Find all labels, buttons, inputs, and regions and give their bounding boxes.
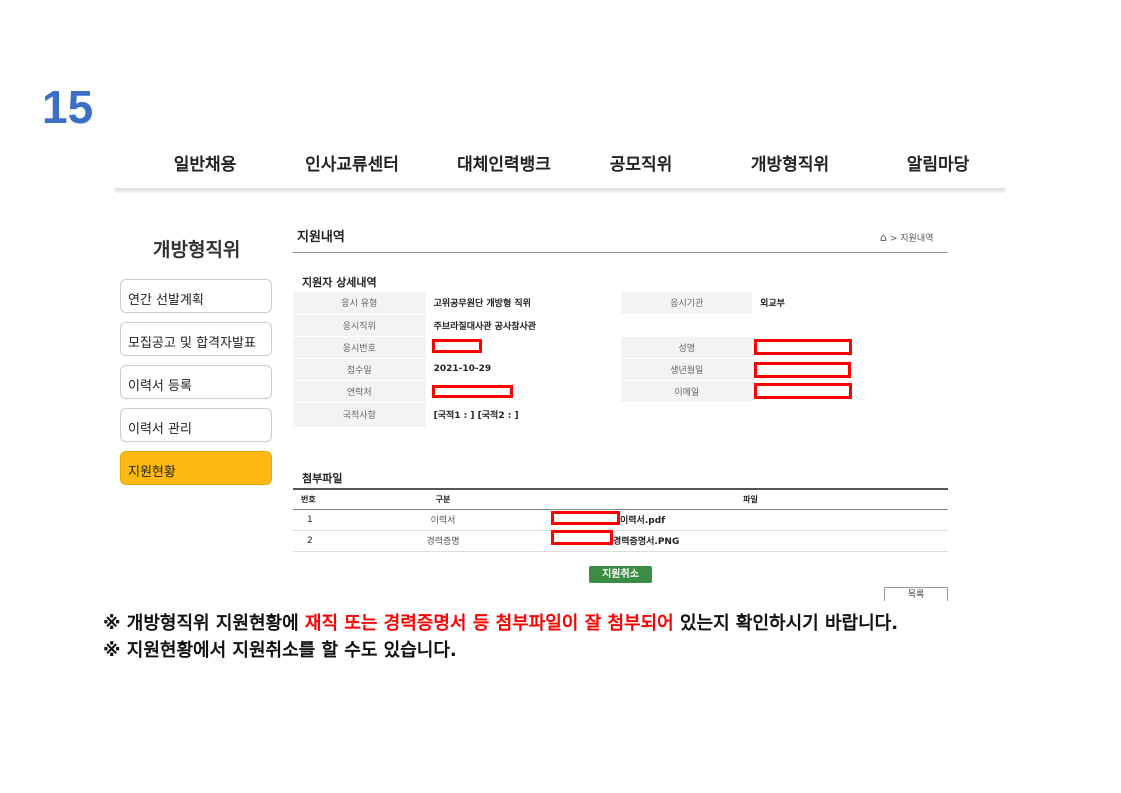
sidebar-item-notices-results[interactable]: 모집공고 및 합격자발표 [120, 322, 272, 356]
nav-open-position[interactable]: 개방형직위 [750, 155, 830, 175]
note-text: ※ 개방형직위 지원현황에 [103, 613, 305, 634]
col-type: 구분 [333, 489, 553, 510]
note-highlight: 재직 또는 경력증명서 등 첨부파일이 잘 첨부되어 [304, 613, 674, 634]
files-section-title: 첨부파일 [302, 472, 343, 485]
exam-type-value: 고위공무원단 개방형 직위 [425, 292, 622, 315]
note-line-2: ※ 지원현황에서 지원취소를 할 수도 있습니다. [103, 640, 457, 661]
file-type: 이력서 [333, 509, 553, 531]
file-link[interactable]: 이력서.pdf [553, 509, 948, 531]
list-button[interactable]: 목록 [884, 587, 948, 601]
breadcrumb-current: > 지원내역 [889, 234, 934, 244]
attachments-table: 번호 구분 파일 1 이력서 이력서.pdf 2 경력증명 경력증명서.PNG [293, 488, 948, 552]
note-text: 있는지 확인하시기 바랍니다. [673, 613, 899, 634]
name-label: 성명 [621, 336, 753, 359]
table-row: 1 이력서 이력서.pdf [293, 509, 948, 531]
title-divider [293, 252, 948, 253]
file-link[interactable]: 경력증명서.PNG [553, 530, 948, 552]
nationality-label: 국적사항 [293, 402, 426, 428]
agency-label: 응시기관 [621, 292, 753, 315]
redaction-box [754, 383, 852, 399]
note-line-1: ※ 개방형직위 지원현황에 재직 또는 경력증명서 등 첨부파일이 잘 첨부되어… [103, 609, 898, 635]
nav-personnel-exchange[interactable]: 인사교류센터 [305, 155, 399, 175]
sidebar-item-annual-plan[interactable]: 연간 선발계획 [120, 279, 272, 313]
birth-label: 생년월일 [621, 358, 753, 381]
sidebar-item-resume-manage[interactable]: 이력서 관리 [120, 408, 272, 442]
page-title: 지원내역 [297, 230, 345, 245]
applicant-detail-table: 응시 유형 고위공무원단 개방형 직위 응시기관 외교부 응시직위 주브라질대사관 공사… [293, 292, 948, 428]
detail-section-title: 지원자 상세내역 [302, 276, 377, 289]
cancel-application-button[interactable]: 지원취소 [589, 566, 652, 583]
redaction-box [432, 385, 513, 398]
redaction-box [551, 530, 613, 545]
nav-general-recruit[interactable]: 일반채용 [173, 155, 237, 175]
table-row: 2 경력증명 경력증명서.PNG [293, 530, 948, 552]
home-icon[interactable]: ⌂ [880, 231, 887, 244]
agency-value: 외교부 [752, 292, 948, 315]
contact-label: 연락처 [293, 380, 426, 403]
redaction-box [432, 339, 482, 353]
date-label: 접수일 [293, 358, 426, 381]
exam-type-label: 응시 유형 [293, 292, 426, 315]
breadcrumb: ⌂ > 지원내역 [880, 231, 933, 244]
redaction-box [754, 339, 852, 355]
nav-public-position[interactable]: 공모직위 [609, 155, 673, 175]
position-value: 주브라질대사관 공사참사관 [425, 314, 948, 337]
email-label: 이메일 [621, 380, 753, 403]
file-no: 2 [293, 530, 333, 552]
nav-substitute-bank[interactable]: 대체인력뱅크 [457, 155, 551, 175]
nav-divider [115, 188, 1005, 193]
position-label: 응시직위 [293, 314, 426, 337]
nationality-value: [국적1 : ] [국적2 : ] [425, 402, 948, 428]
nav-notice[interactable]: 알림마당 [906, 155, 970, 175]
sidebar-item-application-status[interactable]: 지원현황 [120, 451, 272, 485]
sidebar-title: 개방형직위 [153, 239, 241, 261]
redaction-box [754, 362, 851, 378]
step-number: 15 [42, 81, 94, 133]
col-no: 번호 [293, 489, 333, 510]
file-no: 1 [293, 509, 333, 531]
file-type: 경력증명 [333, 530, 553, 552]
exam-no-label: 응시번호 [293, 336, 426, 359]
date-value: 2021-10-29 [425, 358, 622, 381]
redaction-box [551, 511, 620, 525]
col-file: 파일 [553, 489, 948, 510]
sidebar-item-resume-register[interactable]: 이력서 등록 [120, 365, 272, 399]
